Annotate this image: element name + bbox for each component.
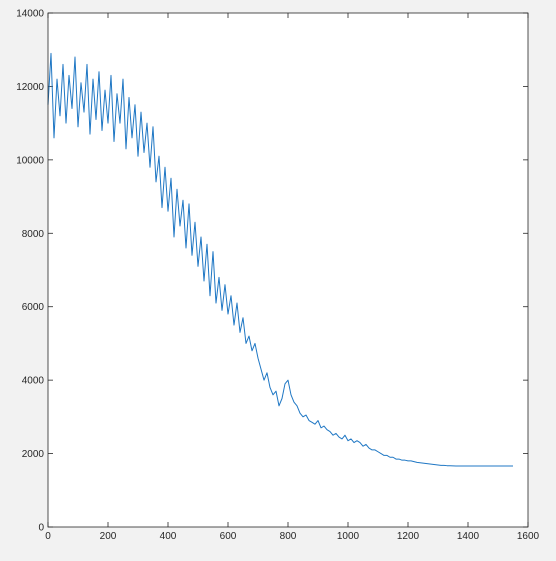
x-tick-label: 1400 <box>457 531 480 542</box>
y-tick-label: 10000 <box>16 155 44 166</box>
y-tick-label: 0 <box>38 523 44 534</box>
x-tick-label: 1600 <box>517 531 540 542</box>
x-tick-label: 200 <box>100 531 117 542</box>
y-tick-label: 8000 <box>22 229 45 240</box>
y-tick-label: 4000 <box>22 376 45 387</box>
y-tick-label: 14000 <box>16 9 44 20</box>
series-line-1 <box>47 52 513 467</box>
x-tick-label: 1200 <box>397 531 420 542</box>
y-tick-label: 12000 <box>16 82 44 93</box>
plot-area <box>48 13 528 527</box>
x-tick-label: 1000 <box>337 531 360 542</box>
x-tick-label: 800 <box>280 531 297 542</box>
series-group <box>47 52 513 467</box>
y-tick-label: 6000 <box>22 302 45 313</box>
x-tick-label: 400 <box>160 531 177 542</box>
x-tick-label: 0 <box>45 531 51 542</box>
plot-border <box>47 12 529 528</box>
y-tick-label: 2000 <box>22 449 45 460</box>
x-tick-label: 600 <box>220 531 237 542</box>
